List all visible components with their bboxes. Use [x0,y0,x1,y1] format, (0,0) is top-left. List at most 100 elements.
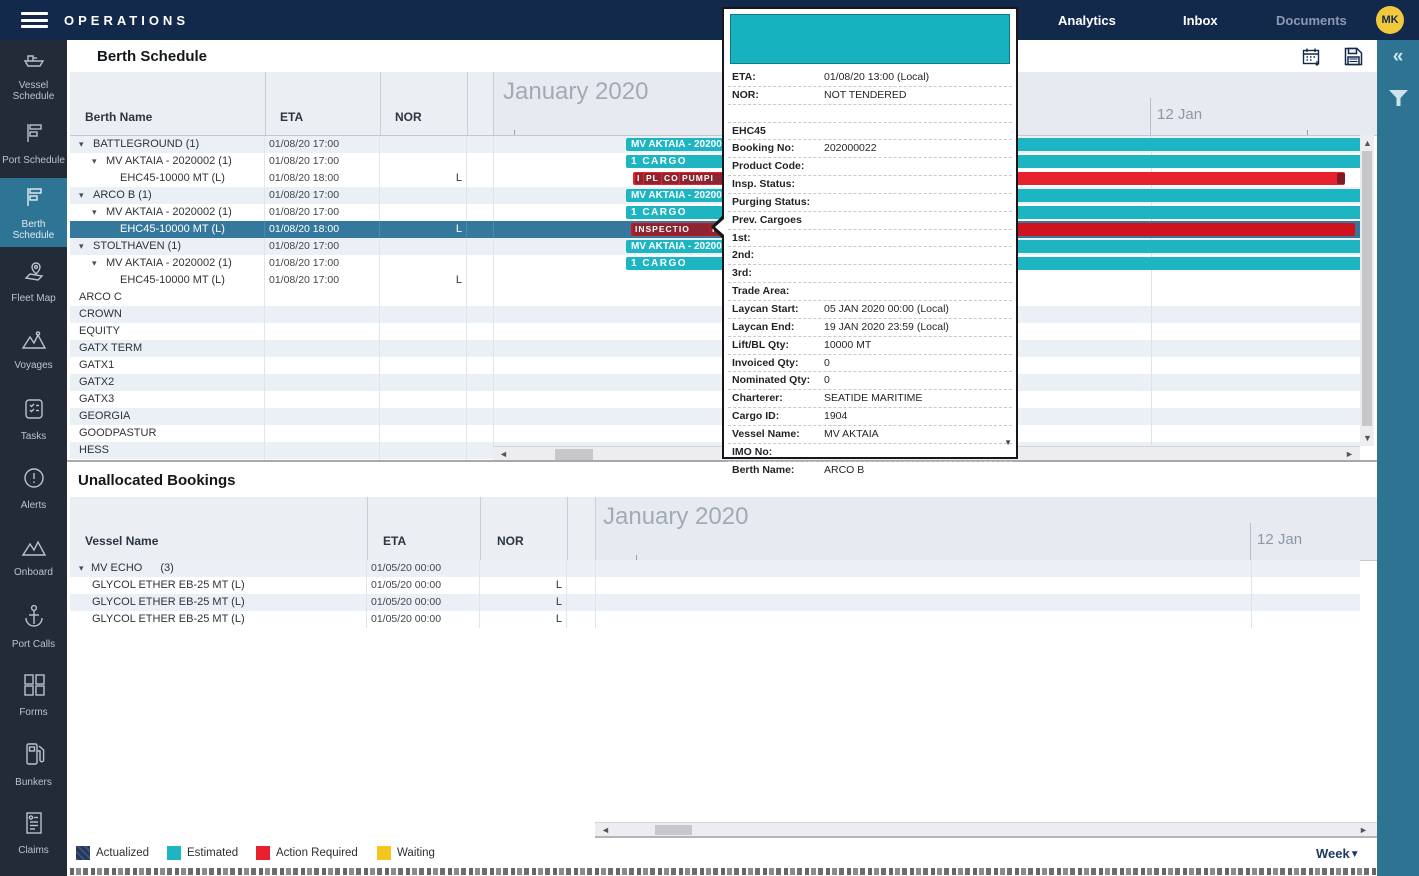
row-nor [380,204,467,221]
unallocated-row-cargo[interactable]: GLYCOL ETHER EB-25 MT (L) 01/05/20 00:00… [70,594,1360,611]
tooltip-scroll-down-icon[interactable]: ▼ [1004,438,1012,447]
sidebar-item-label: Vessel Schedule [12,79,55,102]
timescale-selector[interactable]: Week▼ [1316,846,1360,861]
sidebar-item-tasks[interactable]: Tasks [0,385,67,454]
save-icon[interactable] [1344,47,1363,71]
berth-row[interactable]: GATX TERM [70,340,1360,357]
hscroll-thumb[interactable] [655,825,692,835]
tasks-icon [22,397,46,426]
caret-down-icon[interactable]: ▾ [79,139,84,149]
user-avatar[interactable]: MK [1376,6,1404,34]
row-name: CROWN [79,308,122,320]
port-schedule-icon [22,121,46,150]
row-name: MV AKTAIA - 2020002 (1) [106,206,232,218]
sidebar-item-berth-schedule[interactable]: Berth Schedule [0,178,67,247]
tooltip-header-block[interactable] [730,14,1010,64]
legend-label-actualized: Actualized [96,847,150,859]
hamburger-menu-icon[interactable] [21,12,48,28]
row-name: EHC45-10000 MT (L) [120,223,225,235]
berth-row[interactable]: EQUITY [70,323,1360,340]
field-label: 3rd: [732,267,752,280]
sidebar-item-port-schedule[interactable]: Port Schedule [0,109,67,178]
nav-inbox[interactable]: Inbox [1183,13,1218,28]
hscroll-thumb[interactable] [555,449,593,460]
berth-row-stolthaven[interactable]: ▾ STOLTHAVEN (1) 01/08/20 17:00 MV AKTAIA… [70,238,1360,255]
field-label: Charterer: [732,392,783,405]
field-label: Laycan Start: [732,302,799,315]
sidebar-item-bunkers[interactable]: Bunkers [0,730,67,799]
berth-row[interactable]: GEORGIA [70,408,1360,425]
caret-down-icon[interactable]: ▾ [92,258,97,268]
activity-segment[interactable]: CO [662,173,679,184]
berth-row-arco-b[interactable]: ▾ ARCO B (1) 01/08/20 17:00 MV AKTAIA - 2… [70,187,1360,204]
berth-row-battleground[interactable]: ▾ BATTLEGROUND (1) 01/08/20 17:00 MV AKTA… [70,136,1360,153]
berth-row-vessel[interactable]: ▾ MV AKTAIA - 2020002 (1) 01/08/20 17:00 … [70,255,1360,272]
berth-row-cargo[interactable]: EHC45-10000 MT (L) 01/08/20 18:00 L I PL… [70,170,1360,187]
scroll-left-icon[interactable]: ◄ [499,449,508,459]
field-label: ETA: [732,71,756,83]
berth-row[interactable]: GATX1 [70,357,1360,374]
scroll-left-icon[interactable]: ◄ [601,825,610,835]
filter-icon[interactable] [1389,90,1408,113]
berth-row[interactable]: GATX2 [70,374,1360,391]
timeline-month-label: January 2020 [503,78,649,105]
caret-down-icon[interactable]: ▾ [92,156,97,166]
unallocated-row-cargo[interactable]: GLYCOL ETHER EB-25 MT (L) 01/05/20 00:00… [70,611,1360,628]
legend-swatch-actualized [76,846,90,860]
unallocated-row-vessel[interactable]: ▾ MV ECHO (3) 01/05/20 00:00 [70,560,1360,577]
berth-row-vessel[interactable]: ▾ MV AKTAIA - 2020002 (1) 01/08/20 17:00 … [70,153,1360,170]
caret-down-icon[interactable]: ▾ [79,241,84,251]
calendar-icon[interactable] [1302,47,1322,72]
field-value: 01/08/20 13:00 (Local) [824,71,930,83]
field-label: Lift/BL Qty: [732,338,789,351]
field-value: SEATIDE MARITIME [824,392,923,405]
field-label: Product Code: [732,160,805,173]
caret-down-icon[interactable]: ▾ [79,190,84,200]
port-calls-icon [22,603,46,634]
row-eta: 01/05/20 00:00 [367,560,480,577]
field-value [824,247,1012,264]
caret-down-icon[interactable]: ▾ [92,207,97,217]
scroll-right-icon[interactable]: ► [1359,825,1368,835]
field-value: NOT TENDERED [824,88,907,101]
caret-down-icon[interactable]: ▾ [79,563,84,573]
unallocated-table-header [70,497,595,561]
sidebar-item-label: Port Schedule [2,155,65,166]
nav-analytics[interactable]: Analytics [1058,13,1116,28]
berth-row[interactable]: GATX3 [70,391,1360,408]
activity-segment[interactable]: I [635,173,643,184]
scroll-right-icon[interactable]: ► [1345,449,1354,459]
sidebar-item-claims[interactable]: Claims [0,799,67,868]
col-nor: NOR [497,534,524,548]
scroll-up-icon[interactable]: ▲ [1363,138,1372,148]
unallocated-gantt-hscrollbar[interactable]: ◄ ► [595,822,1377,838]
field-label: Trade Area: [732,285,790,298]
sidebar-item-forms[interactable]: Forms [0,661,67,730]
berth-row[interactable]: GOODPASTUR [70,425,1360,442]
sidebar-item-voyages[interactable]: Voyages [0,316,67,385]
berth-schedule-title: Berth Schedule [97,48,208,65]
berth-gantt-vscrollbar[interactable]: ▲ ▼ [1360,135,1374,446]
sidebar-item-vessel-schedule[interactable]: Vessel Schedule [0,40,67,109]
row-eta: 01/05/20 00:00 [367,577,480,594]
sidebar-item-onboard[interactable]: Onboard [0,523,67,592]
sidebar-item-port-calls[interactable]: Port Calls [0,592,67,661]
row-eta: 01/08/20 17:00 [265,255,380,272]
berth-row-cargo[interactable]: EHC45-10000 MT (L) 01/08/20 17:00 L [70,272,1360,289]
scroll-down-icon[interactable]: ▼ [1363,433,1372,443]
berth-row[interactable]: CROWN [70,306,1360,323]
nav-documents[interactable]: Documents [1276,13,1347,28]
field-value: 0 [824,374,830,387]
sidebar-item-fleet-map[interactable]: Fleet Map [0,247,67,316]
collapse-panel-icon[interactable]: « [1392,46,1404,67]
row-name: GLYCOL ETHER EB-25 MT (L) [92,579,245,591]
activity-segment[interactable]: PL [644,173,661,184]
field-value: 1904 [824,410,848,423]
row-nor [380,136,467,153]
sidebar-item-alerts[interactable]: Alerts [0,454,67,523]
berth-row[interactable]: ARCO C [70,289,1360,306]
unallocated-row-cargo[interactable]: GLYCOL ETHER EB-25 MT (L) 01/05/20 00:00… [70,577,1360,594]
vscroll-thumb[interactable] [1362,151,1372,426]
activity-segment[interactable]: INSPECTIO [633,224,709,235]
